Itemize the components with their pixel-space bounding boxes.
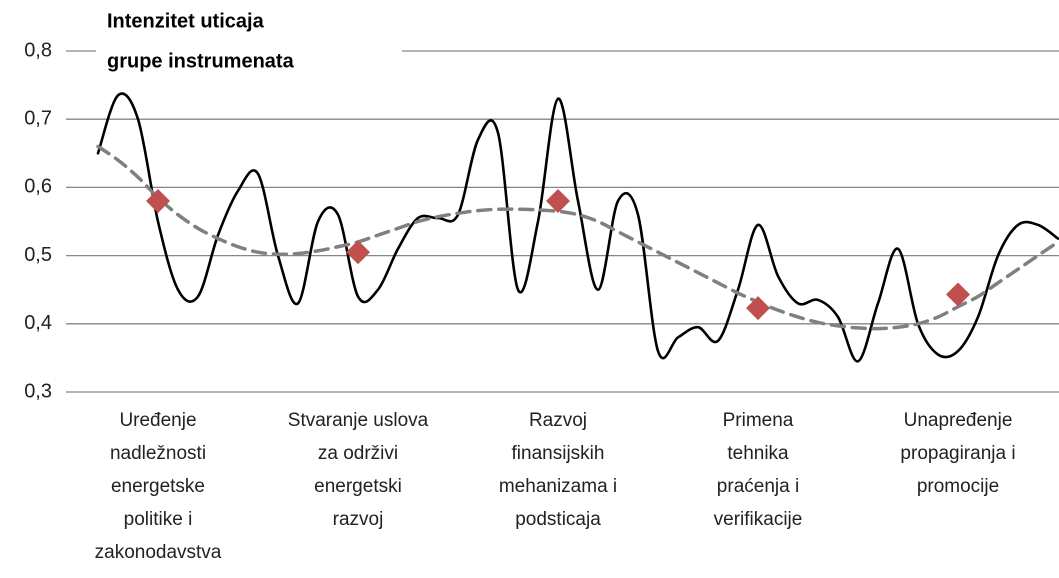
x-tick-label: verifikacije	[714, 509, 803, 530]
x-tick-label: finansijskih	[512, 443, 605, 464]
title-background	[96, 0, 402, 82]
x-tick-label: energetski	[314, 476, 402, 497]
y-tick-label: 0,6	[24, 176, 52, 198]
x-tick-label: energetske	[111, 476, 205, 497]
diamond-marker	[346, 240, 370, 265]
x-tick-label: propagiranja i	[900, 443, 1015, 464]
y-tick-label: 0,4	[24, 312, 52, 334]
y-tick-label: 0,7	[24, 107, 52, 129]
x-tick-label: razvoj	[333, 509, 384, 530]
x-tick-label: praćenja i	[717, 476, 799, 497]
diamond-marker	[746, 296, 770, 321]
chart-title: Intenzitet uticaja	[107, 10, 265, 32]
x-tick-label: mehanizama i	[499, 476, 617, 497]
x-tick-label: Unapređenje	[904, 410, 1013, 431]
data-line	[96, 92, 1059, 363]
x-tick-label: podsticaja	[515, 509, 601, 530]
diamond-marker	[146, 189, 170, 214]
x-tick-label: promocije	[917, 476, 999, 497]
x-tick-label: tehnika	[727, 443, 789, 464]
chart-title: grupe instrumenata	[107, 50, 295, 72]
diamond-marker	[546, 189, 570, 214]
x-tick-label: nadležnosti	[110, 443, 206, 464]
y-tick-label: 0,3	[24, 380, 52, 402]
trend-line	[96, 144, 1059, 331]
x-tick-label: Uređenje	[119, 410, 196, 431]
x-tick-label: zakonodavstva	[95, 542, 222, 563]
y-tick-label: 0,8	[24, 39, 52, 61]
x-tick-label: Stvaranje uslova	[288, 410, 429, 431]
x-tick-label: Razvoj	[529, 410, 587, 431]
y-tick-label: 0,5	[24, 244, 52, 266]
x-tick-label: politike i	[124, 509, 193, 530]
x-tick-label: Primena	[723, 410, 794, 431]
diamond-marker	[946, 282, 970, 307]
x-tick-label: za održivi	[318, 443, 398, 464]
